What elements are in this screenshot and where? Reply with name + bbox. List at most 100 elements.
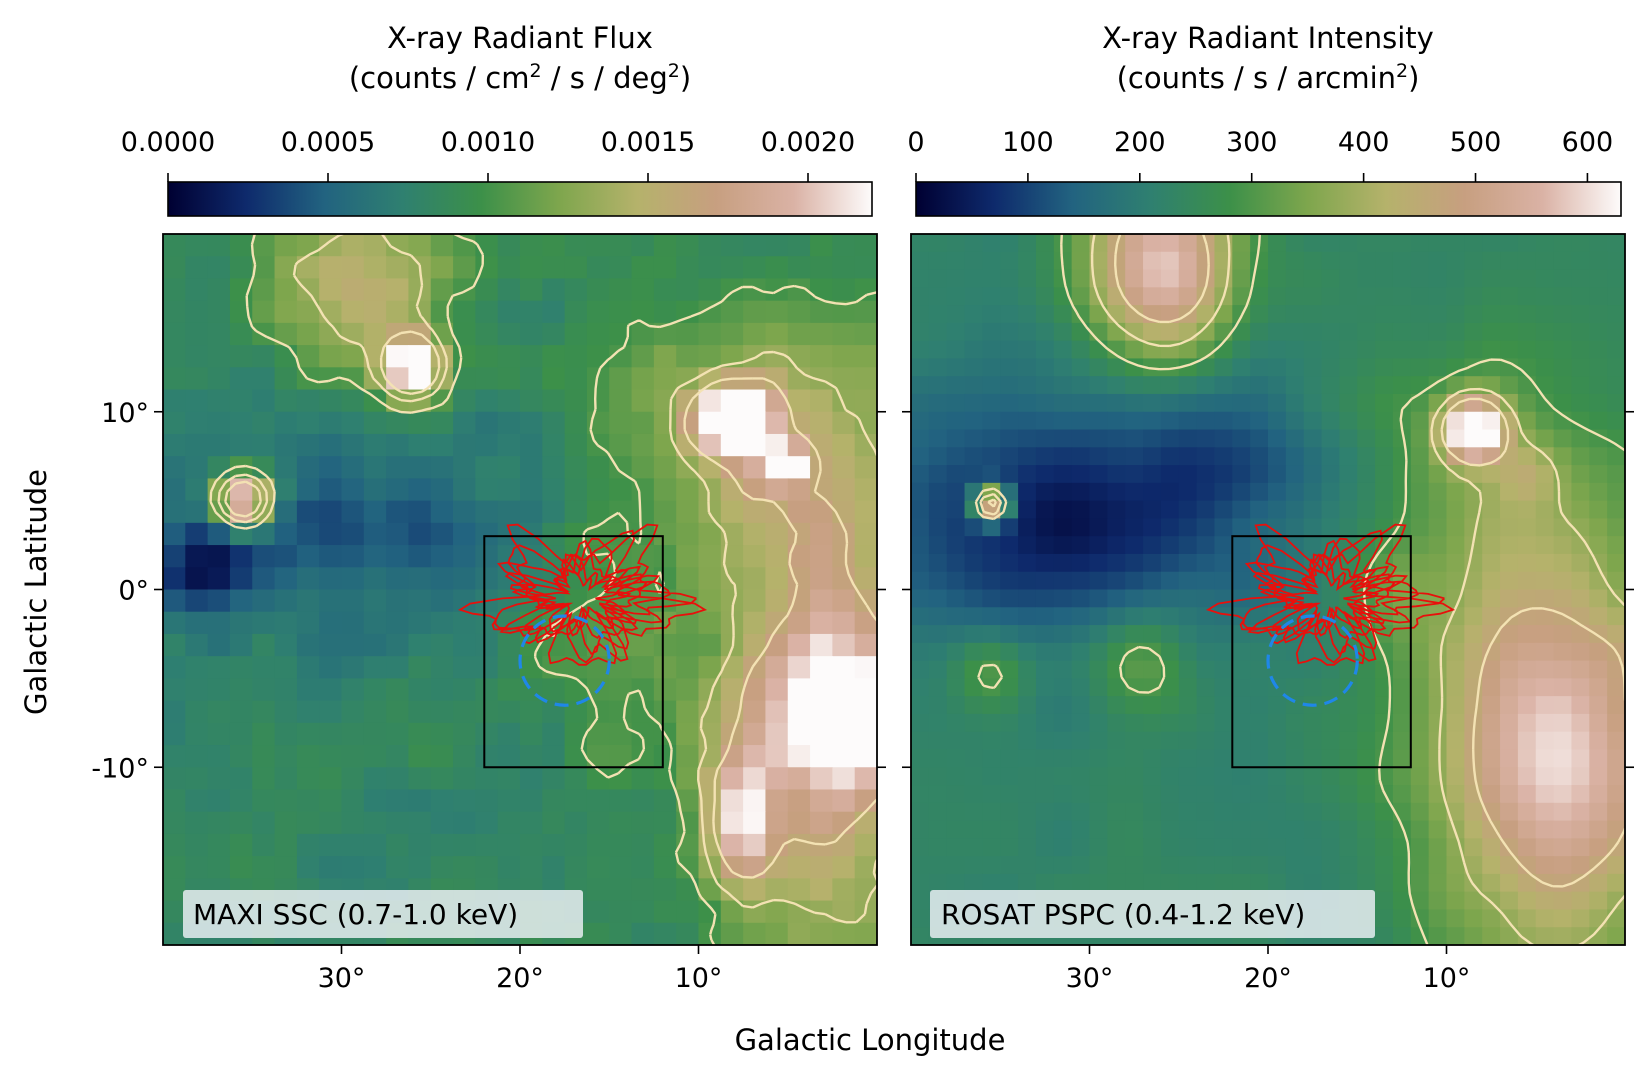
- heatmap-cell: [832, 722, 856, 746]
- heatmap-cell: [946, 571, 966, 591]
- heatmap-cell: [787, 411, 811, 435]
- heatmap-cell: [911, 251, 930, 271]
- heatmap-cell: [1125, 234, 1144, 253]
- heatmap-cell: [274, 633, 298, 657]
- heatmap-cell: [1392, 927, 1412, 945]
- heatmap-cell: [928, 411, 948, 431]
- heatmap-cell: [1464, 411, 1483, 431]
- heatmap-cell: [1392, 465, 1412, 484]
- heatmap-cell: [1535, 820, 1555, 839]
- heatmap-cell: [341, 589, 365, 613]
- heatmap-cell: [163, 745, 186, 768]
- heatmap-cell: [1053, 322, 1073, 342]
- heatmap-cell: [810, 234, 833, 257]
- heatmap-cell: [1446, 731, 1465, 751]
- heatmap-cell: [341, 300, 365, 324]
- heatmap-cell: [363, 322, 387, 346]
- heatmap-cell: [1553, 696, 1573, 715]
- heatmap-cell: [911, 696, 930, 715]
- heatmap-cell: [676, 633, 700, 657]
- heatmap-cell: [586, 811, 610, 835]
- heatmap-cell: [1071, 571, 1091, 591]
- heatmap-cell: [964, 642, 983, 662]
- heatmap-cell: [252, 722, 276, 746]
- heatmap-cell: [341, 745, 365, 768]
- heatmap-cell: [964, 553, 983, 573]
- heatmap-cell: [1089, 411, 1108, 431]
- heatmap-cell: [1071, 642, 1091, 662]
- heatmap-cell: [609, 900, 633, 924]
- heatmap-cell: [1160, 376, 1180, 395]
- heatmap-cell: [1178, 411, 1198, 431]
- heatmap-cell: [1303, 234, 1323, 253]
- heatmap-cell: [765, 922, 789, 945]
- heatmap-cell: [564, 345, 588, 368]
- heatmap-cell: [946, 251, 966, 271]
- heatmap-cell: [475, 767, 499, 791]
- heatmap-cell: [497, 322, 521, 346]
- heatmap-cell: [1214, 678, 1233, 697]
- heatmap-cell: [319, 745, 343, 768]
- heatmap-cell: [854, 678, 877, 702]
- heatmap-cell: [1553, 767, 1573, 786]
- heatmap-cell: [1321, 767, 1340, 786]
- heatmap-cell: [341, 522, 365, 546]
- heatmap-cell: [911, 891, 930, 911]
- heatmap-cell: [1143, 429, 1162, 448]
- y-axis-label: Galactic Latitude: [19, 469, 53, 715]
- heatmap-cell: [1089, 785, 1108, 804]
- heatmap-cell: [1535, 429, 1555, 448]
- heatmap-cell: [163, 278, 186, 302]
- heatmap-cell: [1018, 571, 1037, 591]
- heatmap-cell: [609, 811, 633, 835]
- heatmap-cell: [1143, 518, 1162, 537]
- heatmap-cell: [982, 376, 1001, 395]
- heatmap-cell: [1303, 856, 1323, 875]
- region-of-interest-box: [483, 535, 664, 769]
- heatmap-cell: [982, 358, 1001, 377]
- heatmap-cell: [1607, 571, 1625, 591]
- heatmap-cell: [631, 522, 655, 546]
- heatmap-cell: [1196, 660, 1216, 679]
- heatmap-cell: [1571, 429, 1590, 448]
- heatmap-cell: [1464, 767, 1483, 786]
- heatmap-cell: [911, 838, 930, 857]
- heatmap-cell: [363, 722, 387, 746]
- colorbar-tick-label: 0.0000: [121, 127, 215, 158]
- heatmap-cell: [743, 433, 767, 457]
- heatmap-cell: [1089, 536, 1108, 555]
- heatmap-cell: [1160, 749, 1180, 768]
- heatmap-cell: [319, 589, 343, 613]
- heatmap-cell: [1553, 731, 1573, 751]
- heatmap-cell: [765, 300, 789, 324]
- heatmap-cell: [475, 567, 499, 591]
- heatmap-cell: [1589, 838, 1608, 857]
- heatmap-cell: [1482, 287, 1501, 306]
- heatmap-cell: [1446, 518, 1465, 537]
- heatmap-cell: [1232, 838, 1251, 857]
- heatmap-cell: [1571, 322, 1590, 342]
- heatmap-cell: [274, 745, 298, 768]
- heatmap-cell: [386, 478, 410, 502]
- heatmap-cell: [274, 389, 298, 413]
- heatmap-cell: [229, 567, 253, 591]
- heatmap-cell: [542, 500, 566, 524]
- heatmap-cell: [1571, 589, 1590, 608]
- heatmap-cell: [854, 433, 877, 457]
- heatmap-cell: [341, 433, 365, 457]
- heatmap-cell: [497, 633, 521, 657]
- heatmap-cell: [631, 789, 655, 813]
- heatmap-cell: [964, 376, 983, 395]
- heatmap-cell: [1357, 518, 1376, 537]
- heatmap-cell: [1321, 500, 1340, 520]
- heatmap-cell: [1053, 553, 1073, 573]
- heatmap-cell: [1607, 429, 1625, 448]
- heatmap-cell: [408, 433, 432, 457]
- heatmap-cell: [1071, 713, 1091, 733]
- heatmap-cell: [363, 633, 387, 657]
- heatmap-cell: [1089, 358, 1108, 377]
- heatmap-cell: [475, 389, 499, 413]
- heatmap-cell: [1018, 642, 1037, 662]
- heatmap-cell: [520, 745, 543, 768]
- heatmap-cell: [586, 900, 610, 924]
